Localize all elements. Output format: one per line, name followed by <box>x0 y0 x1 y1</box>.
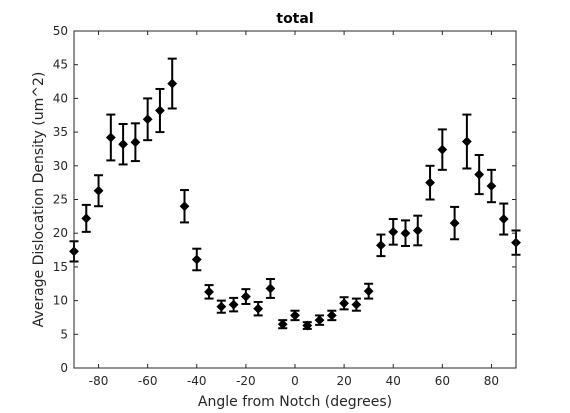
y-tick-label: 20 <box>53 226 68 240</box>
data-point <box>388 226 399 237</box>
x-axis-ticks: -80 -60 -40 -20 0 20 40 60 80 <box>89 31 499 388</box>
x-tick-label: 0 <box>291 374 299 388</box>
chart-title: total <box>276 11 313 27</box>
data-point <box>474 169 485 180</box>
y-tick-label: 15 <box>53 260 68 274</box>
data-point <box>118 139 129 150</box>
data-point <box>81 213 92 224</box>
y-tick-label: 45 <box>53 58 68 72</box>
y-axis-ticks: 0 5 10 15 20 25 30 35 40 45 50 <box>53 24 516 375</box>
data-point <box>240 291 251 302</box>
data-point <box>363 286 374 297</box>
data-point <box>376 240 386 251</box>
y-tick-label: 0 <box>60 361 68 375</box>
y-tick-label: 10 <box>53 294 68 308</box>
x-tick-label: 60 <box>435 374 450 388</box>
data-point <box>400 228 411 239</box>
data-point <box>277 319 288 330</box>
data-point <box>265 283 276 294</box>
x-tick-label: -40 <box>187 374 207 388</box>
data-point <box>486 181 497 191</box>
data-point <box>167 78 178 89</box>
data-point <box>339 298 350 309</box>
data-point <box>290 310 300 321</box>
data-point <box>191 254 202 265</box>
y-tick-label: 5 <box>60 327 68 341</box>
x-tick-label: -60 <box>138 374 158 388</box>
data-point <box>351 299 362 310</box>
x-tick-label: 40 <box>386 374 401 388</box>
data-point <box>326 310 337 321</box>
y-tick-label: 30 <box>53 159 68 173</box>
data-point <box>216 301 227 312</box>
y-tick-label: 35 <box>53 125 68 139</box>
x-tick-label: 80 <box>484 374 499 388</box>
y-tick-label: 25 <box>53 193 68 207</box>
data-point <box>412 225 423 236</box>
y-tick-label: 40 <box>53 91 68 105</box>
data-point <box>253 303 264 314</box>
data-markers <box>69 78 521 331</box>
data-point <box>425 177 435 188</box>
data-point <box>204 286 214 297</box>
data-point <box>93 185 104 196</box>
x-axis-label: Angle from Notch (degrees) <box>198 394 392 410</box>
x-tick-label: 20 <box>336 374 351 388</box>
data-point <box>461 136 472 147</box>
data-point <box>314 315 325 326</box>
data-point <box>179 201 190 212</box>
data-point <box>130 137 141 148</box>
x-tick-label: -20 <box>236 374 256 388</box>
data-point <box>105 132 116 143</box>
data-point <box>449 218 460 228</box>
y-tick-label: 50 <box>53 24 68 38</box>
data-point <box>302 320 313 331</box>
data-point <box>155 105 165 116</box>
data-point <box>142 114 153 125</box>
x-tick-label: -80 <box>89 374 109 388</box>
y-axis-label: Average Dislocation Density (um^2) <box>31 72 47 328</box>
data-point <box>437 144 448 155</box>
data-point <box>498 214 509 224</box>
data-point <box>228 299 239 310</box>
